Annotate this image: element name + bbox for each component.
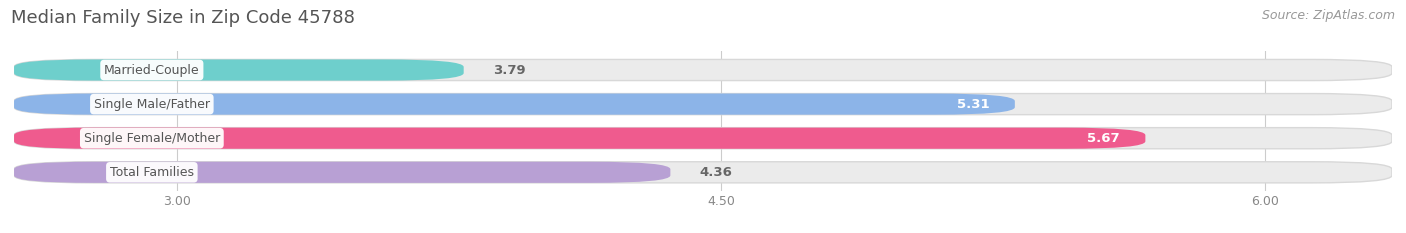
Text: Median Family Size in Zip Code 45788: Median Family Size in Zip Code 45788 xyxy=(11,9,356,27)
FancyBboxPatch shape xyxy=(14,128,1146,149)
FancyBboxPatch shape xyxy=(14,59,464,81)
FancyBboxPatch shape xyxy=(14,59,1392,81)
Text: 3.79: 3.79 xyxy=(492,64,526,76)
Text: Single Female/Mother: Single Female/Mother xyxy=(84,132,219,145)
Text: Source: ZipAtlas.com: Source: ZipAtlas.com xyxy=(1261,9,1395,22)
Text: Total Families: Total Families xyxy=(110,166,194,179)
Text: Single Male/Father: Single Male/Father xyxy=(94,98,209,111)
FancyBboxPatch shape xyxy=(14,162,671,183)
Text: Married-Couple: Married-Couple xyxy=(104,64,200,76)
Text: 5.67: 5.67 xyxy=(1087,132,1121,145)
Text: 5.31: 5.31 xyxy=(957,98,990,111)
FancyBboxPatch shape xyxy=(14,128,1392,149)
Text: 4.36: 4.36 xyxy=(699,166,733,179)
FancyBboxPatch shape xyxy=(14,93,1015,115)
FancyBboxPatch shape xyxy=(14,162,1392,183)
FancyBboxPatch shape xyxy=(14,93,1392,115)
